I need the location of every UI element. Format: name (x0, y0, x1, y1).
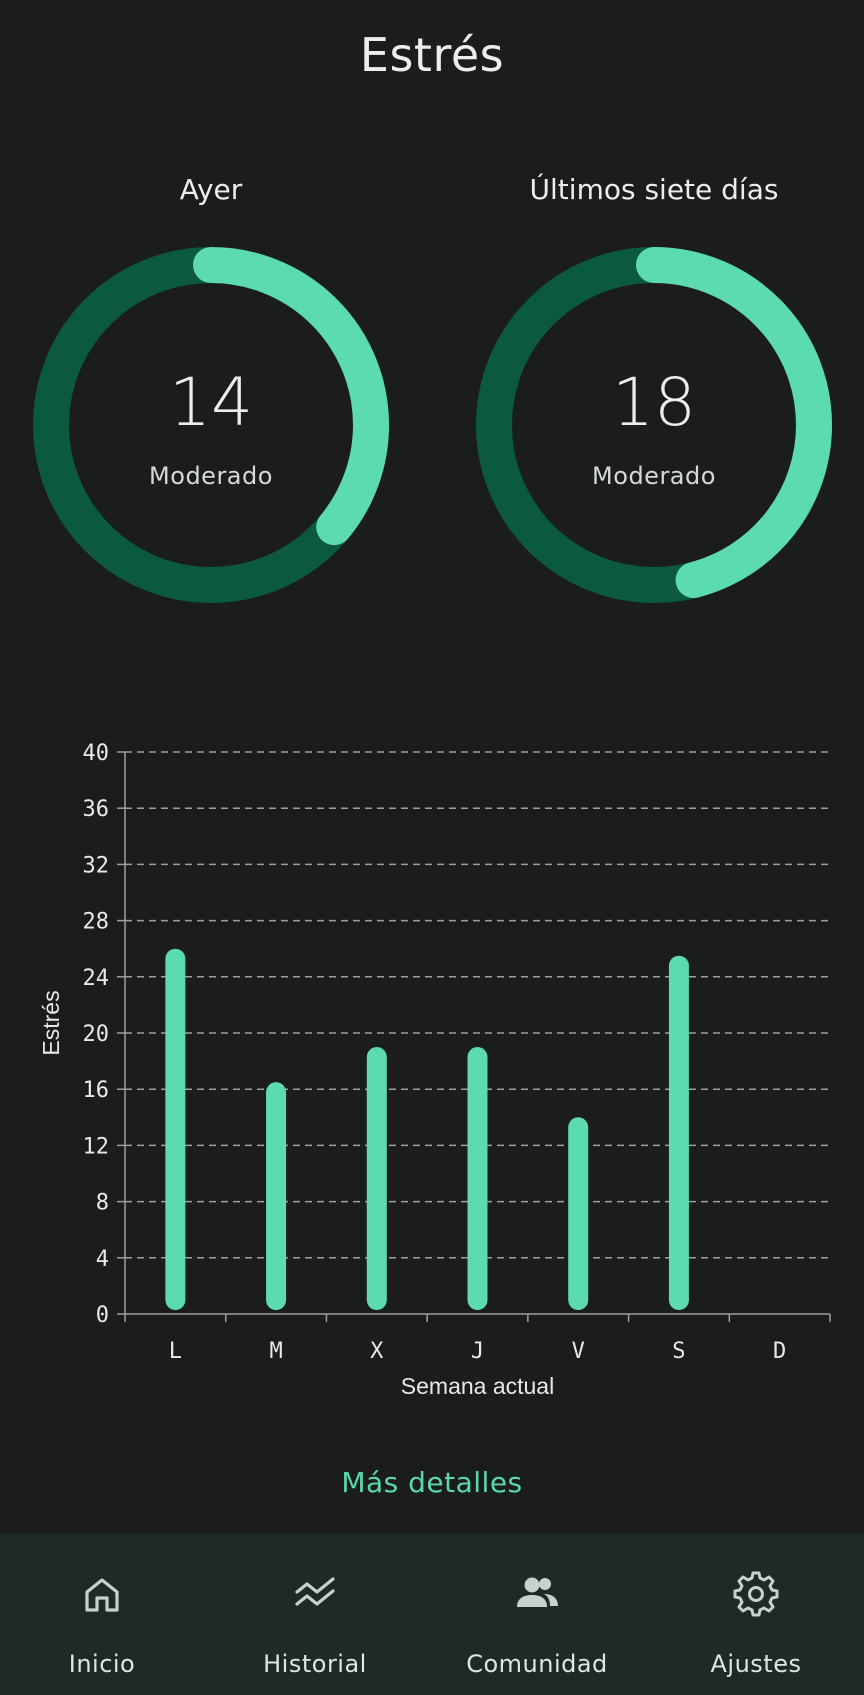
home-icon (85, 1578, 119, 1612)
bottom-navigation: Inicio Historial Comunidad Ajustes (0, 1534, 864, 1695)
y-tick-label: 0 (96, 1303, 109, 1328)
x-tick-label: D (773, 1339, 786, 1364)
history-icon (295, 1577, 335, 1606)
y-tick-label: 4 (96, 1247, 109, 1272)
bar-X (366, 1047, 387, 1310)
stress-summary-yesterday: Ayer 14 Moderado (31, 170, 391, 610)
nav-label: Ajustes (710, 1650, 802, 1678)
nav-item-inicio[interactable]: Inicio (0, 1534, 204, 1695)
y-tick-label: 36 (83, 797, 110, 822)
nav-item-comunidad[interactable]: Comunidad (426, 1534, 648, 1695)
bar-S (668, 955, 689, 1310)
x-tick-label: X (370, 1339, 384, 1364)
nav-item-historial[interactable]: Historial (204, 1534, 426, 1695)
stress-level: Moderado (592, 462, 716, 490)
x-tick-label: J (471, 1339, 484, 1364)
summary-label: Ayer (179, 173, 243, 206)
bar-V (568, 1117, 589, 1310)
bar-M (266, 1082, 287, 1310)
stress-ring-yesterday (33, 247, 389, 603)
y-tick-label: 8 (96, 1191, 109, 1216)
x-tick-label: V (572, 1339, 585, 1364)
y-tick-label: 32 (83, 853, 110, 878)
stress-value: 18 (612, 364, 696, 441)
x-tick-label: M (269, 1339, 282, 1364)
y-axis-label: Estrés (38, 990, 64, 1055)
bar-J (467, 1047, 488, 1310)
ring-progress (33, 247, 389, 603)
stress-summary-week: Últimos siete días 18 Moderado (474, 170, 834, 610)
y-tick-label: 12 (83, 1134, 110, 1159)
nav-label: Historial (263, 1650, 367, 1678)
chart-svg: 0 4 8 12 16 20 24 28 32 36 40 L M X J V S D Semana actual E… (38, 741, 831, 1399)
x-tick-label: L (169, 1339, 182, 1364)
settings-icon (733, 1571, 779, 1617)
more-details-link[interactable]: Más detalles (341, 1466, 523, 1499)
ring-progress (476, 247, 832, 603)
y-tick-label: 28 (83, 910, 110, 935)
x-axis-label: Semana actual (401, 1373, 554, 1399)
y-tick-label: 16 (83, 1078, 110, 1103)
stress-ring-week (476, 247, 832, 603)
nav-item-ajustes[interactable]: Ajustes (648, 1534, 864, 1695)
y-tick-label: 24 (83, 966, 110, 991)
bar-L (165, 948, 186, 1310)
nav-label: Comunidad (466, 1650, 608, 1678)
stress-level: Moderado (149, 462, 273, 490)
y-tick-label: 20 (83, 1022, 110, 1047)
nav-label: Inicio (68, 1650, 136, 1678)
stress-value: 14 (169, 364, 253, 441)
page-title: Estrés (359, 28, 505, 82)
summary-label: Últimos siete días (529, 173, 779, 206)
x-tick-label: S (672, 1339, 685, 1364)
community-icon (517, 1577, 558, 1607)
weekly-stress-chart: 0 4 8 12 16 20 24 28 32 36 40 L M X J V S D Semana actual E… (0, 730, 864, 1410)
y-tick-label: 40 (83, 741, 110, 766)
